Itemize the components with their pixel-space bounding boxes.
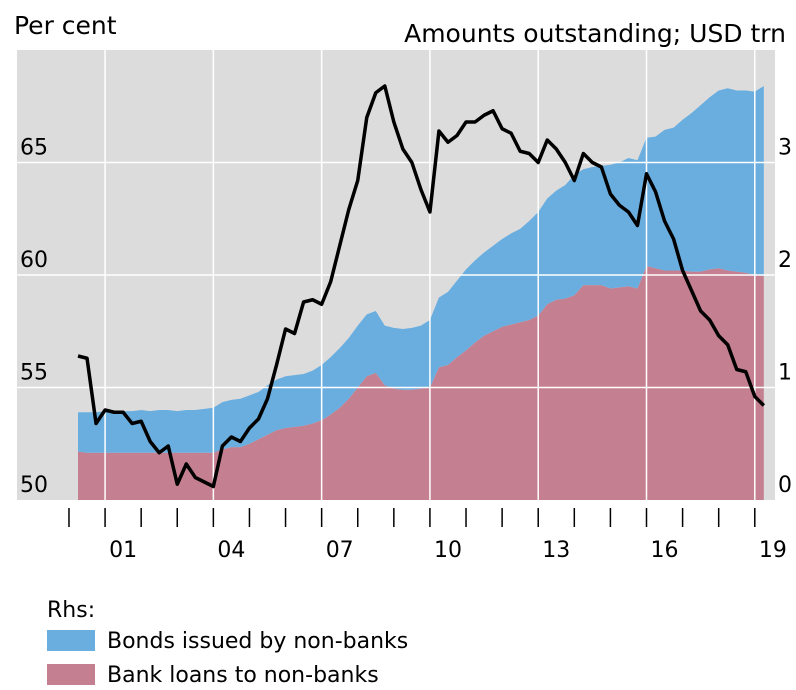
area: [78, 86, 764, 453]
legend-label: Bank loans to non-banks: [107, 663, 379, 686]
area: [78, 266, 764, 500]
legend-title: Rhs:: [47, 598, 95, 623]
legend-swatch: [47, 664, 95, 685]
x-tick-label: 16: [651, 538, 679, 563]
y-tick-label: 65: [20, 136, 48, 161]
x-tick-label: 10: [434, 538, 462, 563]
x-tick-label: 19: [759, 538, 787, 563]
y-tick-label: 60: [20, 248, 48, 273]
legend-label: Bonds issued by non-banks: [107, 629, 408, 654]
legend-swatch: [47, 630, 95, 651]
x-tick-label: 04: [217, 538, 245, 563]
x-tick-label: 07: [326, 538, 354, 563]
y-tick-label: 55: [20, 361, 48, 386]
y2-tick-label: 3: [778, 136, 792, 161]
y2-tick-label: 0: [778, 473, 792, 498]
x-tick-label: 01: [109, 538, 137, 563]
y2-tick-label: 2: [778, 248, 792, 273]
y-tick-label: 50: [20, 473, 48, 498]
x-tick-label: 13: [542, 538, 570, 563]
y-axis-label: Per cent: [14, 11, 117, 40]
grid: [17, 50, 775, 500]
line: [77, 84, 766, 489]
areas: [78, 86, 764, 500]
y2-tick-label: 1: [778, 361, 792, 386]
y2-axis-label: Amounts outstanding; USD trn: [404, 19, 786, 48]
